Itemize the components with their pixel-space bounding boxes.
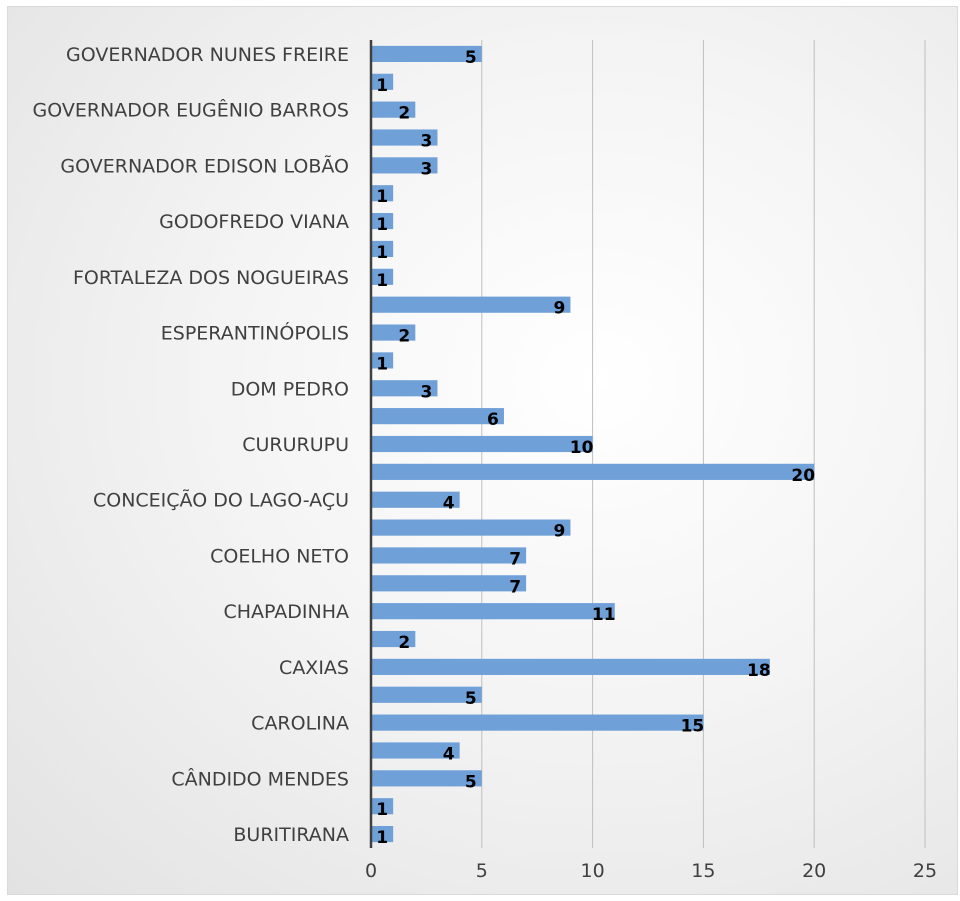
bar: [371, 268, 394, 285]
bar: [371, 658, 770, 675]
bar: [371, 129, 438, 146]
data-label: 1: [376, 828, 388, 848]
bar: [371, 603, 615, 620]
bar: [371, 157, 438, 174]
category-label: CAROLINA: [251, 713, 349, 735]
data-label: 20: [791, 466, 815, 486]
data-label: 10: [570, 438, 594, 458]
bar: [371, 240, 394, 258]
category-label: GOVERNADOR EUGÊNIO BARROS: [33, 99, 350, 122]
bar: [371, 714, 704, 731]
bar: [371, 45, 482, 63]
tick-labels: 0 5 10 15 20 25: [365, 860, 937, 882]
data-label: 9: [554, 522, 566, 542]
bar: [371, 463, 815, 480]
bar: [371, 575, 527, 592]
data-label: 1: [376, 76, 388, 96]
category-label: DOM PEDRO: [231, 378, 349, 400]
bar: [371, 686, 482, 703]
category-labels: BURITIRANA CÂNDIDO MENDES CAROLINA CAXIAS CH…: [33, 44, 350, 846]
data-label: 3: [421, 382, 433, 402]
x-tick-label: 0: [365, 860, 377, 882]
data-label: 2: [398, 104, 410, 124]
bar: [371, 630, 416, 648]
category-label: CONCEIÇÃO DO LAGO-AÇU: [93, 489, 349, 512]
bar: [371, 101, 416, 118]
data-label: 1: [376, 354, 388, 374]
bar: [371, 296, 571, 313]
data-label: 18: [747, 661, 771, 681]
data-label: 2: [398, 633, 410, 653]
bar: [371, 742, 460, 759]
category-label: CAXIAS: [279, 657, 349, 679]
data-label: 6: [487, 410, 499, 430]
category-label: ESPERANTINÓPOLIS: [161, 321, 349, 345]
data-label: 11: [592, 605, 616, 625]
bar: [371, 324, 416, 341]
data-label: 9: [554, 299, 566, 319]
bar: [371, 352, 394, 369]
bar: [371, 213, 394, 230]
data-label: 5: [465, 772, 477, 792]
data-label: 1: [376, 187, 388, 207]
bar: [371, 435, 593, 453]
category-label: CURURUPU: [242, 434, 349, 456]
data-label: 4: [443, 744, 455, 764]
data-label: 1: [376, 215, 388, 235]
bar: [371, 798, 394, 815]
data-label: 2: [398, 327, 410, 347]
x-tick-label: 15: [691, 860, 715, 882]
data-label: 7: [509, 577, 521, 597]
category-label: GODOFREDO VIANA: [159, 211, 349, 233]
category-label: BURITIRANA: [233, 824, 349, 846]
category-label: GOVERNADOR EDISON LOBÃO: [60, 154, 349, 177]
data-label: 4: [443, 494, 455, 514]
data-label: 7: [509, 549, 521, 569]
data-label: 5: [465, 689, 477, 709]
x-tick-label: 25: [913, 860, 937, 882]
data-label: 5: [465, 48, 477, 68]
x-tick-label: 10: [581, 860, 605, 882]
data-label: 1: [376, 271, 388, 291]
bar: [371, 770, 482, 787]
bar: [371, 825, 394, 843]
bar: [371, 547, 527, 564]
data-label: 3: [421, 159, 433, 179]
data-label: 15: [681, 717, 705, 737]
data-label: 1: [376, 800, 388, 820]
data-label: 1: [376, 243, 388, 263]
bar: [371, 73, 394, 90]
category-label: CÂNDIDO MENDES: [171, 767, 349, 790]
bar: [371, 408, 504, 425]
bar: [371, 185, 394, 202]
x-tick-label: 20: [802, 860, 826, 882]
category-label: CHAPADINHA: [223, 601, 349, 623]
data-label: 3: [421, 132, 433, 152]
category-label: FORTALEZA DOS NOGUEIRAS: [73, 267, 349, 289]
bar: [371, 491, 460, 508]
bars: [371, 45, 815, 843]
category-label: GOVERNADOR NUNES FREIRE: [66, 44, 349, 66]
bar: [371, 519, 571, 536]
bar: [371, 380, 438, 397]
category-label: COELHO NETO: [210, 545, 349, 567]
x-tick-label: 5: [476, 860, 488, 882]
